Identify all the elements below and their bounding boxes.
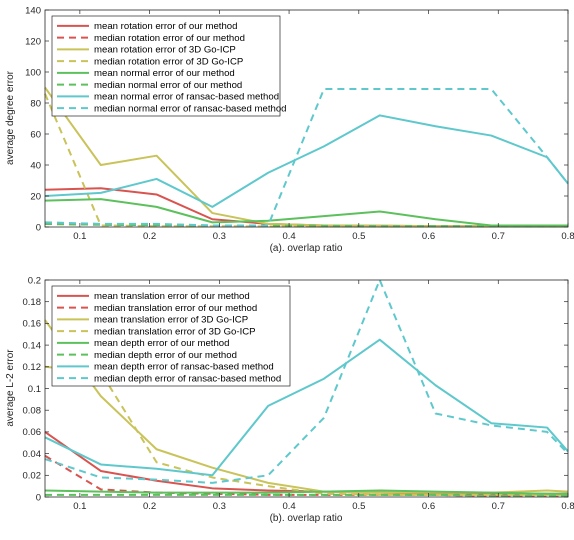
chart-a-legend-label: mean rotation error of 3D Go-ICP bbox=[94, 45, 236, 56]
chart-a-xtick-label: 0.2 bbox=[143, 231, 156, 242]
chart-b-xtick-label: 0.6 bbox=[422, 501, 435, 512]
chart-a-ytick-label: 0 bbox=[36, 222, 41, 233]
chart-b-xtick-label: 0.7 bbox=[492, 501, 505, 512]
chart-a-series-lines bbox=[44, 86, 569, 228]
chart-a-xtick-label: 0.3 bbox=[213, 231, 226, 242]
chart-a-legend-box bbox=[51, 15, 281, 117]
chart-a-xtick-label: 0.7 bbox=[492, 231, 505, 242]
chart-b-series-line-6 bbox=[44, 338, 569, 477]
chart-a-xtick-label: 0.8 bbox=[561, 231, 574, 242]
chart-b-legend-label: mean depth error of ransac-based method bbox=[94, 362, 274, 373]
chart-a: 0.1 0.2 0.3 0.4 0.5 0.6 0.7 0.8 0 20 40 60 80 100 120 1… bbox=[5, 5, 574, 254]
chart-a-legend-label: median rotation error of our method bbox=[94, 33, 245, 44]
chart-a-legend-label: mean normal error of ransac-based method bbox=[94, 92, 279, 103]
chart-b-ytick-label: 0.1 bbox=[28, 384, 41, 395]
chart-b-xtick-label: 0.2 bbox=[143, 501, 156, 512]
chart-a-legend-label: median normal error of our method bbox=[94, 80, 242, 91]
chart-b-xtick-label: 0.8 bbox=[561, 501, 574, 512]
chart-a-ytick-label: 20 bbox=[30, 191, 41, 202]
chart-a-series-line-6 bbox=[44, 114, 569, 208]
chart-a-ylabel: average degree error bbox=[5, 70, 16, 165]
chart-b-xlabel: (b). overlap ratio bbox=[270, 513, 343, 524]
chart-a-legend-label: mean normal error of our method bbox=[94, 68, 235, 79]
chart-b-ylabel: average L-2 error bbox=[5, 349, 16, 427]
chart-a-ticks: 0.1 0.2 0.3 0.4 0.5 0.6 0.7 0.8 0 20 40 60 80 100 120 1… bbox=[25, 5, 574, 242]
chart-a-xtick-label: 0.4 bbox=[282, 231, 295, 242]
chart-b-series-line-3 bbox=[44, 365, 568, 496]
chart-b-ytick-label: 0.06 bbox=[23, 427, 42, 438]
chart-a-axes-box bbox=[44, 9, 569, 228]
chart-b-legend: mean translation error of our methodmedi… bbox=[51, 285, 291, 387]
chart-b-legend-label: median depth error of our method bbox=[94, 350, 237, 361]
chart-a-ytick-label: 80 bbox=[30, 98, 41, 109]
chart-b-ytick-label: 0.08 bbox=[23, 406, 42, 417]
chart-a-ytick-label: 60 bbox=[30, 129, 41, 140]
chart-b-legend-label: median translation error of 3D Go-ICP bbox=[94, 326, 256, 337]
chart-a-xtick-label: 0.5 bbox=[352, 231, 365, 242]
chart-a-series-line-5 bbox=[44, 222, 568, 228]
chart-b-legend-label: mean depth error of our method bbox=[94, 338, 229, 349]
chart-b-series-line-5 bbox=[45, 493, 568, 497]
chart-b-ytick-label: 0.2 bbox=[28, 275, 41, 286]
chart-b-ytick-label: 0.14 bbox=[23, 340, 42, 351]
chart-b-xtick-label: 0.3 bbox=[213, 501, 226, 512]
chart-b-series-line-7 bbox=[44, 279, 569, 484]
chart-b-ytick-label: 0.04 bbox=[23, 449, 42, 460]
chart-b-legend-box bbox=[51, 285, 291, 387]
chart-b-legend-label: mean translation error of our method bbox=[94, 291, 250, 302]
chart-b-ticks: 0.1 0.2 0.3 0.4 0.5 0.6 0.7 0.8 0 0.02 0.04 0.06 0.0… bbox=[23, 275, 574, 512]
chart-b-legend-label: median translation error of our method bbox=[94, 303, 257, 314]
chart-a-ytick-label: 100 bbox=[25, 67, 41, 78]
chart-a-series-line-4 bbox=[44, 198, 568, 227]
chart-b-ytick-label: 0.18 bbox=[23, 297, 42, 308]
chart-b-xtick-label: 0.4 bbox=[282, 501, 295, 512]
chart-b-series-line-4 bbox=[44, 489, 568, 495]
chart-a-xlabel: (a). overlap ratio bbox=[270, 243, 343, 254]
chart-a-xtick-label: 0.1 bbox=[73, 231, 86, 242]
chart-b-ytick-label: 0.12 bbox=[23, 362, 42, 373]
chart-b-xtick-label: 0.5 bbox=[352, 501, 365, 512]
chart-a-xtick-label: 0.6 bbox=[422, 231, 435, 242]
chart-b-ytick-label: 0.02 bbox=[23, 471, 42, 482]
chart-a-ytick-label: 40 bbox=[30, 160, 41, 171]
chart-a-series-line-7 bbox=[44, 88, 569, 227]
chart-a-ytick-label: 120 bbox=[25, 36, 41, 47]
chart-b-xtick-label: 0.1 bbox=[73, 501, 86, 512]
chart-a-ytick-label: 140 bbox=[25, 5, 41, 16]
chart-a-legend-label: mean rotation error of our method bbox=[94, 21, 237, 32]
chart-b: 0.1 0.2 0.3 0.4 0.5 0.6 0.7 0.8 0 0.02 0.04 0.06 0.0… bbox=[5, 275, 574, 524]
chart-b-legend-label: median depth error of ransac-based metho… bbox=[94, 373, 281, 384]
chart-a-legend: mean rotation error of our methodmedian … bbox=[51, 15, 287, 117]
chart-b-ytick-label: 0 bbox=[36, 492, 41, 503]
chart-a-legend-label: median normal error of ransac-based meth… bbox=[94, 103, 287, 114]
chart-b-ytick-label: 0.16 bbox=[23, 319, 42, 330]
chart-b-legend-label: mean translation error of 3D Go-ICP bbox=[94, 315, 248, 326]
chart-b-series-lines bbox=[44, 279, 569, 497]
chart-a-legend-label: median rotation error of 3D Go-ICP bbox=[94, 56, 243, 67]
